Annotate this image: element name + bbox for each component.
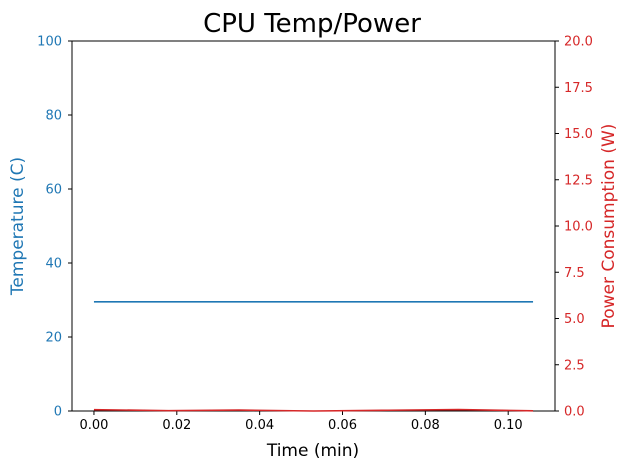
y-right-tick-label: 12.5: [564, 173, 593, 188]
y-left-tick-label: 20: [45, 331, 62, 346]
y-right-axis-label: Power Consumption (W): [599, 124, 619, 329]
y-right-tick-label: 0.0: [564, 405, 585, 420]
y-left-tick-label: 60: [45, 183, 62, 198]
series-layer: [93, 301, 534, 412]
y-left-tick-label: 100: [37, 35, 62, 50]
x-tick-label: 0.02: [162, 418, 191, 433]
y-right-tick-label: 15.0: [564, 127, 593, 142]
plot-frame: [71, 40, 556, 412]
x-tick-label: 0.00: [79, 418, 108, 433]
power-series-line: [93, 408, 534, 412]
y-left-tick-label: 80: [45, 109, 62, 124]
y-left-tick-label: 40: [45, 257, 62, 272]
x-axis-ticks: 0.00 0.02 0.04 0.06 0.08 0.10: [79, 411, 523, 433]
x-tick-label: 0.08: [411, 418, 440, 433]
y-left-axis-label: Temperature (C): [8, 157, 28, 296]
y-left-tick-label: 0: [54, 405, 62, 420]
x-tick-label: 0.10: [494, 418, 523, 433]
x-axis-label: Time (min): [266, 441, 359, 461]
y-right-tick-label: 10.0: [564, 220, 593, 235]
y-right-tick-label: 2.5: [564, 358, 585, 373]
y-right-axis-ticks: 0.0 2.5 5.0 7.5 10.0 12.5 15.0 17.5 20.0: [555, 35, 593, 420]
x-tick-label: 0.06: [328, 418, 357, 433]
y-right-tick-label: 7.5: [564, 266, 585, 281]
y-right-tick-label: 17.5: [564, 81, 593, 96]
chart-title: CPU Temp/Power: [203, 9, 421, 39]
y-left-axis-ticks: 0 20 40 60 80 100: [37, 35, 72, 420]
y-right-tick-label: 5.0: [564, 312, 585, 327]
y-right-tick-label: 20.0: [564, 35, 593, 50]
x-tick-label: 0.04: [245, 418, 274, 433]
